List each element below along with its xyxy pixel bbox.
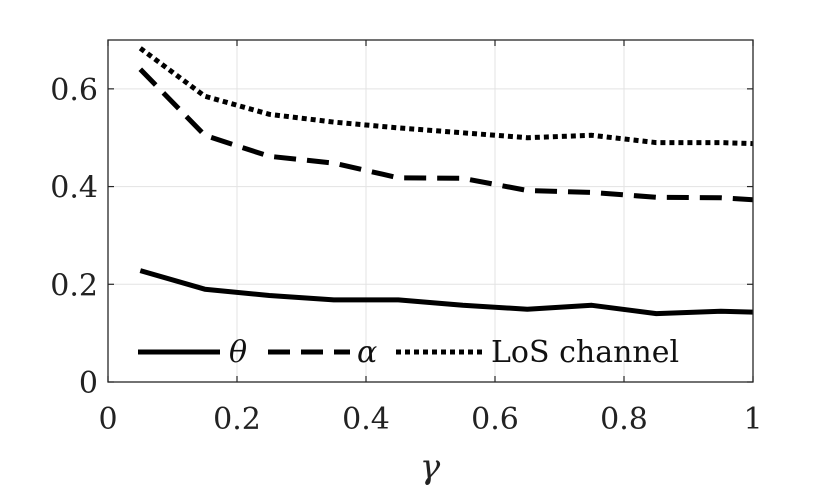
x-axis-label: γ	[420, 447, 441, 487]
y-tick-label: 0.4	[50, 171, 98, 206]
x-tick-label: 1	[743, 402, 762, 437]
series-alpha-line	[138, 67, 754, 203]
series-layer	[138, 46, 754, 317]
axis-ticks	[107, 40, 754, 383]
plot-area-background	[108, 40, 753, 382]
legend-label-alpha: α	[357, 335, 377, 370]
tick-labels: 0 0.2 0.4 0.6 0.8 1 0 0.2 0.4 0.6	[50, 73, 762, 437]
plot-area-frame	[107, 39, 754, 383]
x-tick-label: 0.2	[213, 402, 261, 437]
x-tick-label: 0.8	[600, 402, 648, 437]
x-tick-label: 0.4	[342, 402, 390, 437]
y-tick-label: 0.6	[50, 73, 98, 108]
grid-lines	[108, 40, 753, 382]
y-tick-label: 0.2	[50, 268, 98, 303]
y-tick-label: 0	[79, 366, 98, 401]
legend-label-los: LoS channel	[491, 335, 679, 370]
x-tick-label: 0	[98, 402, 117, 437]
series-theta-line	[139, 268, 754, 317]
x-tick-label: 0.6	[471, 402, 519, 437]
legend-label-theta: θ	[229, 335, 247, 370]
legend: θ α LoS channel	[138, 335, 679, 370]
